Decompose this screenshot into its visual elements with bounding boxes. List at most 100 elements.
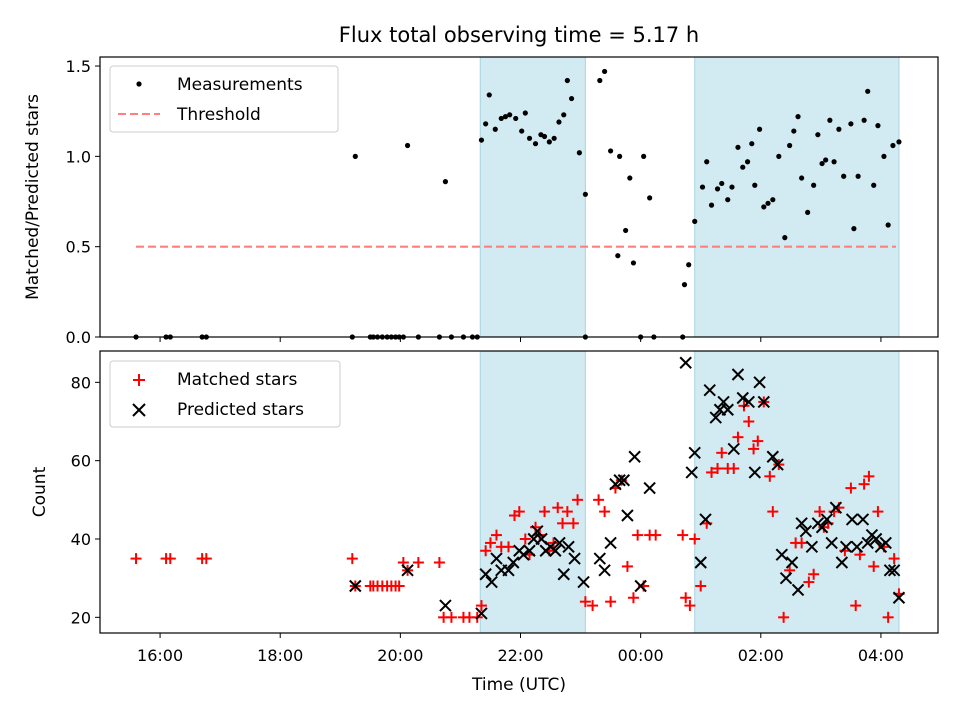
matched-star-point (502, 541, 514, 553)
predicted-star-point (604, 536, 617, 550)
matched-star-point (752, 435, 764, 447)
legend-label-threshold: Threshold (176, 105, 261, 125)
measurement-point (851, 226, 857, 232)
measurement-points (133, 68, 902, 340)
measurement-point (615, 253, 621, 259)
measurement-point (871, 182, 877, 188)
predicted-star-point (805, 540, 819, 554)
predicted-star-point (825, 536, 838, 550)
predicted-star-point (479, 568, 492, 581)
measurement-point (791, 128, 797, 134)
matched-star-point (513, 506, 525, 518)
measurement-point (623, 227, 629, 234)
measurement-point (740, 164, 746, 170)
measurement-point (699, 184, 706, 190)
top-panel-x-ticks (159, 337, 882, 342)
predicted-star-point (845, 513, 859, 526)
top-legend: Measurements Threshold (109, 65, 339, 133)
measurement-point (532, 141, 539, 147)
predicted-star-point-stroke (850, 540, 864, 554)
measurement-point (522, 110, 528, 116)
predicted-star-point-stroke (577, 575, 590, 589)
legend-label-measurements: Measurements (177, 75, 303, 95)
predicted-star-point (475, 607, 488, 620)
predicted-star-point-stroke (742, 395, 755, 409)
measurement-point (765, 200, 771, 206)
predicted-star-point-stroke (785, 556, 799, 569)
predicted-star-point-stroke (815, 521, 829, 534)
measurement-point (564, 77, 570, 84)
measurement-point (492, 126, 498, 132)
predicted-star-point (643, 481, 656, 495)
predicted-star-point-stroke (805, 540, 819, 554)
matched-star-point (130, 553, 142, 565)
measurement-point (799, 175, 805, 181)
xtick-label: 02:00 (738, 646, 784, 665)
top-ytick-label: 1.5 (66, 57, 91, 76)
measurement-point (556, 119, 562, 125)
predicted-star-point (757, 395, 770, 409)
predicted-star-point (562, 540, 575, 554)
measurement-point (582, 191, 588, 197)
predicted-star-point-stroke (775, 548, 789, 561)
measurement-point (502, 114, 509, 120)
predicted-star-point (485, 575, 498, 589)
predicted-star-point-stroke (771, 458, 784, 471)
measurement-point (749, 141, 755, 147)
legend-marker-matched-stars (133, 374, 145, 386)
matched-star-point (621, 560, 633, 572)
matched-star-point (445, 611, 457, 623)
bottom-legend: Matched stars Predicted stars (109, 360, 341, 428)
predicted-star-point (766, 450, 780, 463)
predicted-star-point (553, 536, 566, 550)
predicted-star-point (829, 501, 843, 514)
matched-star-point (593, 494, 605, 506)
predicted-star-point-stroke (748, 466, 761, 479)
predicted-star-point-stroke (535, 532, 548, 546)
measurement-point (782, 235, 788, 241)
matched-star-point (850, 600, 862, 612)
xtick-label: 04:00 (858, 646, 904, 665)
matched-star-point (475, 600, 487, 612)
predicted-star-point-stroke (727, 442, 740, 456)
matched-star-point (764, 470, 776, 482)
measurement-point (848, 121, 854, 127)
predicted-star-point-stroke (475, 607, 488, 620)
top-shaded-interval-2 (694, 56, 900, 338)
x-axis-label: Time (UTC) (471, 675, 566, 695)
predicted-star-point (820, 513, 834, 526)
predicted-star-point-stroke (721, 403, 734, 416)
matched-star-point (605, 596, 617, 608)
predicted-star-point (517, 548, 530, 561)
predicted-star-point-stroke (679, 356, 692, 369)
measurement-point (686, 262, 692, 268)
predicted-star-point-stroke (825, 536, 838, 550)
matched-star-point (808, 568, 820, 580)
bot-shaded-interval-1 (479, 350, 586, 634)
measurement-point (513, 115, 519, 122)
measurement-point (681, 282, 688, 288)
predicted-star-point-stroke (628, 450, 641, 463)
matched-star-point (748, 443, 760, 455)
measurement-point (896, 139, 902, 145)
predicted-star-point (731, 368, 745, 381)
predicted-star-point (748, 466, 761, 479)
matched-star-point (393, 580, 405, 592)
predicted-star-point-stroke (502, 564, 515, 577)
predicted-star-point-stroke (568, 552, 581, 565)
matched-star-point (480, 545, 492, 557)
predicted-star-point (835, 556, 849, 569)
predicted-star-point-stroke (791, 583, 805, 597)
bot-ytick-label: 60 (71, 452, 91, 471)
matched-star-point (539, 506, 551, 518)
predicted-star-point-stroke (839, 540, 853, 554)
xtick-label: 00:00 (618, 646, 664, 665)
measurement-point (507, 112, 513, 118)
measurement-point (551, 135, 557, 141)
predicted-star-point-stroke (531, 524, 544, 538)
predicted-star-point-stroke (731, 368, 745, 381)
measurement-point (498, 115, 504, 122)
predicted-star-point-stroke (869, 532, 883, 546)
predicted-star-point-stroke (879, 536, 892, 550)
predicted-star-point (628, 450, 641, 463)
